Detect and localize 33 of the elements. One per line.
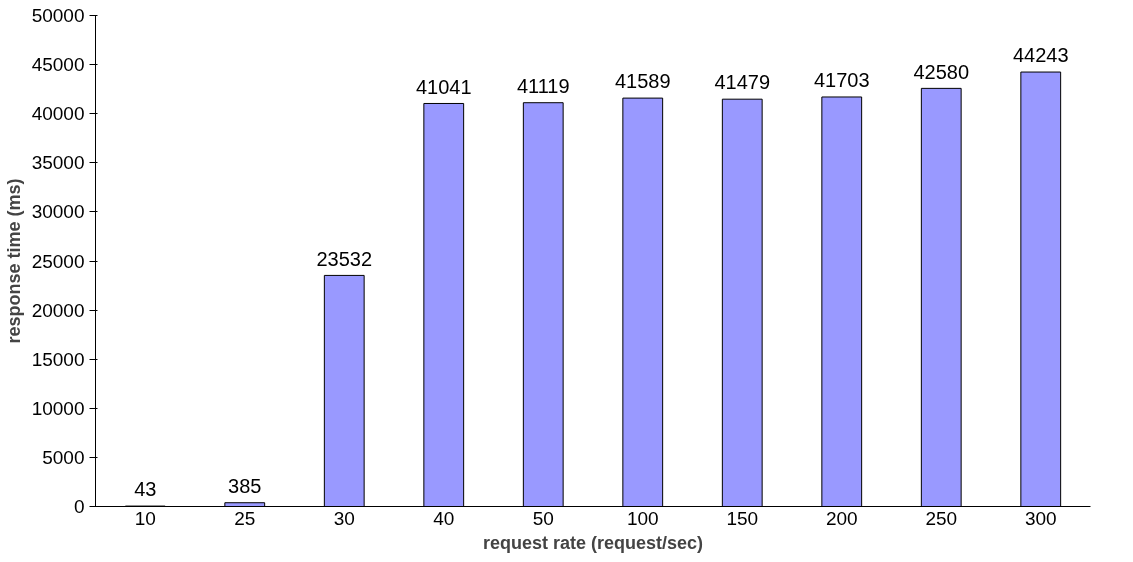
y-tick-label: 15000 — [31, 348, 85, 370]
y-axis-title: response time (ms) — [3, 178, 24, 344]
x-tick-label: 250 — [925, 507, 958, 529]
x-tick-label: 200 — [825, 507, 858, 529]
data-label: 41479 — [714, 71, 771, 94]
y-tick-label: 45000 — [31, 54, 85, 76]
data-label: 43 — [134, 478, 157, 501]
y-tick-label: 50000 — [31, 5, 85, 26]
data-label: 41041 — [415, 75, 472, 98]
y-tick-label: 10000 — [31, 397, 85, 419]
y-tick-label: 30000 — [31, 201, 85, 223]
y-tick-label: 0 — [73, 496, 85, 517]
data-label: 385 — [228, 474, 262, 497]
data-label: 44243 — [1012, 44, 1069, 67]
x-tick-label: 25 — [234, 507, 256, 529]
x-tick-label: 30 — [333, 507, 355, 529]
data-label: 41589 — [614, 70, 671, 93]
y-tick-label: 5000 — [42, 446, 85, 468]
data-label: 41703 — [813, 69, 870, 92]
x-tick-label: 10 — [134, 507, 156, 529]
y-tick-label: 40000 — [31, 103, 85, 125]
x-tick-label: 100 — [626, 507, 659, 529]
y-tick-label: 35000 — [31, 152, 85, 174]
data-label: 41119 — [516, 74, 570, 97]
y-tick-label: 25000 — [31, 250, 85, 272]
data-label: 42580 — [913, 60, 970, 83]
x-tick-label: 50 — [532, 507, 554, 529]
x-tick-label: 40 — [433, 507, 455, 529]
x-tick-label: 150 — [726, 507, 759, 529]
y-tick-label: 20000 — [31, 299, 85, 321]
x-tick-label: 300 — [1024, 507, 1057, 529]
data-label: 23532 — [316, 247, 373, 270]
x-axis-title: request rate (request/sec) — [482, 532, 704, 553]
